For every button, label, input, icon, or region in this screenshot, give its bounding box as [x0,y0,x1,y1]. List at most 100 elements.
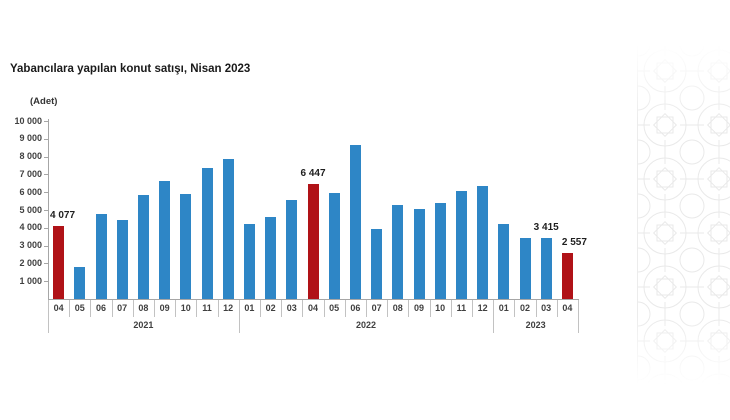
y-tick-mark [44,138,48,140]
bar-highlighted [307,184,319,299]
month-separator [556,300,558,317]
bar [540,238,552,299]
month-separator [90,300,92,317]
month-separator [408,300,410,317]
x-tick-month-label: 04 [53,303,64,313]
x-tick-month-label: 06 [350,303,361,313]
month-separator [111,300,113,317]
bar [434,202,446,299]
plot-area: 10 000 9 000 8 000 7 000 6 000 5 000 4 000 3 00… [14,116,587,333]
bar [180,193,192,299]
chart-title: Yabancılara yapılan konut satışı, Nisan … [10,63,251,75]
bar-highlighted [53,226,65,299]
month-separator [175,300,177,317]
bar [222,159,234,299]
x-axis-year-label: 2021 [133,320,154,330]
x-tick-month-label: 04 [562,303,573,313]
bar [137,194,149,299]
month-separator [196,300,198,317]
y-tick-label: 3 000 [19,240,42,251]
month-separator [132,300,134,317]
x-tick-month-label: 11 [202,303,212,313]
month-separator [217,300,219,317]
y-tick-mark [44,210,48,211]
y-tick-mark [44,245,48,247]
x-tick-month-label: 04 [307,303,318,313]
y-tick-mark [44,156,48,158]
x-tick-month-label: 03 [541,303,552,313]
x-tick-month-label: 11 [456,303,467,313]
x-tick-month-label: 02 [519,303,530,313]
bar [116,219,128,299]
x-axis-year-label: 2022 [355,320,376,330]
bar [349,145,361,299]
month-separator [69,300,71,317]
x-tick-month-label: 08 [392,303,403,313]
year-separator [238,300,240,333]
bar [286,199,298,299]
y-tick-mark [44,192,48,194]
bar [519,238,531,299]
y-tick-mark [44,227,48,229]
bar-value-label: 6 447 [300,168,326,180]
bar-value-label: 2 557 [561,237,587,249]
bar [455,191,467,299]
month-separator [302,300,304,317]
year-separator [493,300,495,333]
y-tick-mark [44,174,48,176]
bar [201,167,213,299]
y-tick-label: 5 000 [19,204,42,215]
bar-highlighted [561,253,573,299]
bar [265,217,277,299]
bar [74,267,86,299]
pattern-svg [638,44,730,384]
month-separator [514,300,516,317]
x-tick-month-label: 10 [435,303,446,313]
x-tick-month-label: 09 [413,303,424,313]
y-tick-label: 7 000 [19,168,42,179]
y-tick-mark [44,263,48,265]
month-separator [535,300,537,317]
month-separator [366,300,367,317]
month-separator [472,300,473,317]
y-tick-label: 4 000 [19,222,42,233]
y-tick-label: 9 000 [19,133,42,144]
y-tick-label: 1 000 [19,275,42,286]
x-axis-year-label: 2023 [525,320,546,330]
x-tick-month-label: 12 [223,303,234,313]
month-separator [281,300,283,317]
x-tick-month-label: 10 [180,303,191,313]
month-separator [260,300,261,317]
x-tick-month-label: 05 [74,303,85,313]
y-axis-line [48,119,49,299]
y-tick-mark [44,121,48,122]
bar [95,214,107,299]
decorative-geometric-pattern [637,44,730,384]
bar-chart: Yabancılara yapılan konut satışı, Nisan … [10,63,587,333]
bar-value-label: 4 077 [50,210,76,222]
month-separator [154,300,155,317]
year-separator [48,300,49,333]
x-axis-line [48,299,579,300]
x-tick-month-label: 09 [159,303,170,313]
y-tick-mark [44,281,48,283]
month-separator [387,300,389,317]
bar-value-label: 3 415 [533,222,559,234]
x-tick-month-label: 12 [477,303,488,313]
x-tick-month-label: 01 [498,303,509,313]
bar [159,180,171,299]
month-separator [344,300,346,317]
bar [392,204,404,299]
year-separator [578,300,579,333]
bar [477,185,489,299]
bar [328,192,340,299]
month-separator [429,300,431,317]
bar [371,228,383,299]
bar [413,209,425,299]
bar [498,224,510,299]
x-tick-month-label: 07 [371,303,382,313]
x-tick-month-label: 01 [244,303,255,313]
x-tick-month-label: 05 [329,303,340,313]
x-tick-month-label: 02 [265,303,276,313]
y-tick-label: 8 000 [19,151,42,162]
